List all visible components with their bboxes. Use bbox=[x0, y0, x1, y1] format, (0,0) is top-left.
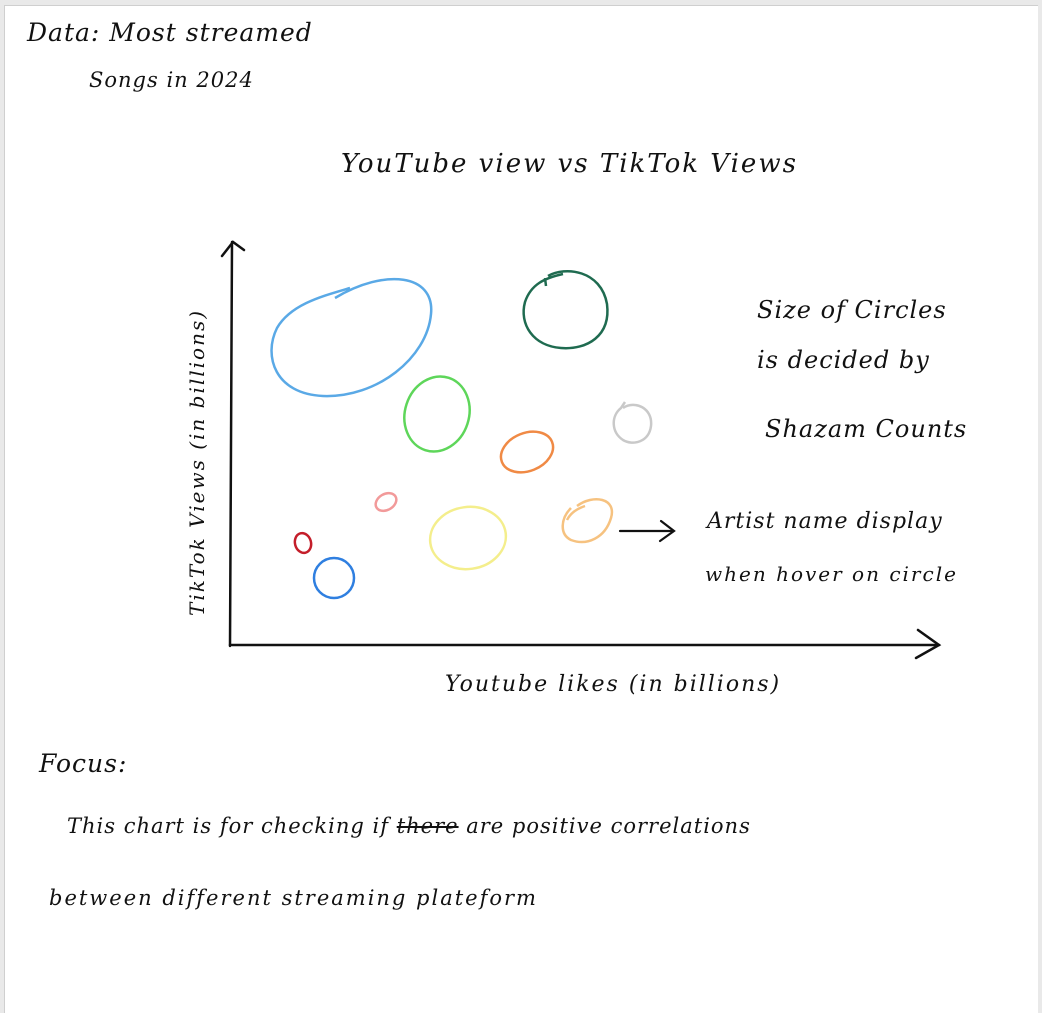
data-label: Data: Most streamed bbox=[27, 18, 313, 47]
bubble bbox=[403, 375, 471, 453]
x-axis-label: Youtube likes (in billions) bbox=[445, 672, 782, 697]
focus-line-2: between different streaming plateform bbox=[49, 886, 538, 910]
focus-heading: Focus: bbox=[39, 749, 128, 778]
hover-note-line-1: Artist name display bbox=[707, 509, 943, 534]
bubble bbox=[612, 401, 653, 444]
bubble bbox=[293, 531, 313, 555]
focus-struck-word: there bbox=[396, 814, 459, 838]
focus-line-1-start: This chart is for checking if bbox=[67, 814, 390, 838]
sketch-sheet: Data: Most streamed Songs in 2024 YouTub… bbox=[4, 5, 1038, 1013]
size-note-line-2: is decided by bbox=[757, 346, 930, 374]
size-note-line-3: Shazam Counts bbox=[765, 415, 968, 443]
bubble-chart-sketch bbox=[220, 240, 942, 660]
x-axis-arrowhead bbox=[914, 628, 942, 660]
bubble bbox=[428, 505, 508, 571]
bubble bbox=[312, 556, 356, 600]
bubble bbox=[270, 277, 433, 398]
y-axis bbox=[228, 240, 234, 648]
hover-pointer-arrowhead bbox=[658, 519, 676, 543]
focus-line-1-end: are positive correlations bbox=[466, 814, 751, 838]
bubble bbox=[499, 430, 555, 474]
size-note-line-1: Size of Circles bbox=[757, 296, 947, 324]
hover-note-line-2: when hover on circle bbox=[705, 562, 958, 586]
focus-line-1: This chart is for checking if there are … bbox=[67, 814, 751, 838]
bubble bbox=[374, 491, 398, 513]
y-axis-arrowhead bbox=[220, 240, 246, 258]
chart-title: YouTube view vs TikTok Views bbox=[341, 149, 798, 179]
data-label-continued: Songs in 2024 bbox=[89, 68, 254, 92]
bubble bbox=[561, 498, 614, 544]
bubble bbox=[522, 269, 609, 350]
y-axis-label: TikTok Views (in billions) bbox=[185, 308, 209, 616]
